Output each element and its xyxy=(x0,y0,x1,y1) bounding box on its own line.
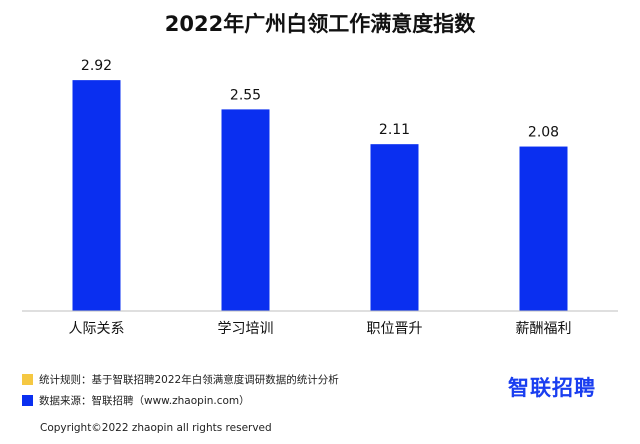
category-label-2: 学习培训 xyxy=(218,321,274,337)
stat-rule-note: 统计规则：基于智联招聘2022年白领满意度调研数据的统计分析 xyxy=(22,372,339,387)
value-label-1: 2.92 xyxy=(81,58,112,74)
bar-chart: 2.92 人际关系 2.55 学习培训 2.11 职位晋升 2.08 薪酬福利 xyxy=(22,58,618,337)
value-label-2: 2.55 xyxy=(230,87,261,103)
copyright-text: Copyright©2022 zhaopin all rights reserv… xyxy=(40,422,272,434)
category-label-1: 人际关系 xyxy=(69,321,125,337)
value-label-3: 2.11 xyxy=(379,122,410,138)
value-label-4: 2.08 xyxy=(528,125,559,141)
source-legend-swatch xyxy=(22,395,33,406)
category-label-3: 职位晋升 xyxy=(367,321,423,337)
rule-legend-swatch xyxy=(22,374,33,385)
bar-1 xyxy=(72,80,121,311)
bar-4 xyxy=(519,146,568,311)
stat-rule-text: 统计规则：基于智联招聘2022年白领满意度调研数据的统计分析 xyxy=(39,374,339,386)
data-source-note: 数据来源：智联招聘（www.zhaopin.com） xyxy=(22,393,250,408)
data-source-text: 数据来源：智联招聘（www.zhaopin.com） xyxy=(39,395,250,407)
chart-title: 2022年广州白领工作满意度指数 xyxy=(164,12,476,36)
category-label-4: 薪酬福利 xyxy=(516,321,572,337)
bar-2 xyxy=(221,109,270,311)
zhaopin-logo: 智联招聘 xyxy=(508,376,596,400)
bar-3 xyxy=(370,144,419,311)
